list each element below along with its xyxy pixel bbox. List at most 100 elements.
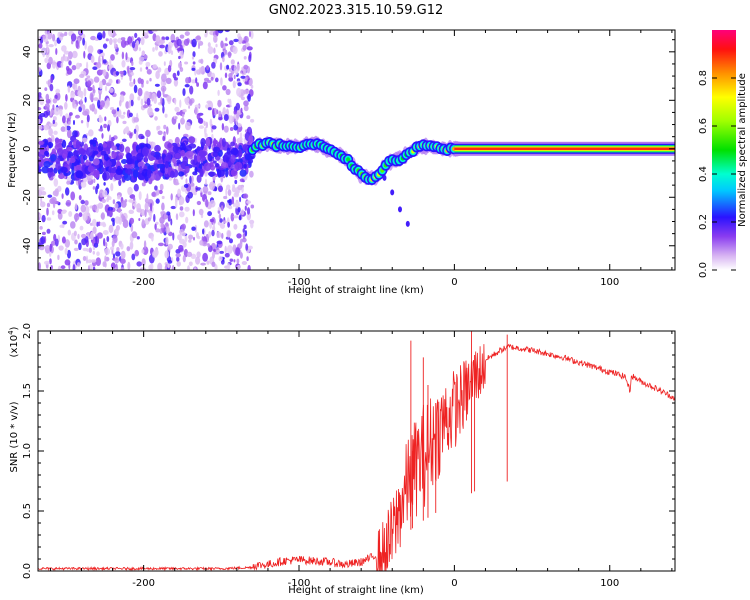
spectrogram-band-cell: [225, 157, 229, 163]
spectrogram-noise-cell: [227, 189, 232, 197]
spectrogram-noise-cell: [190, 253, 197, 259]
spectrogram-noise-cell: [93, 178, 96, 184]
spectrogram-noise-cell: [109, 38, 113, 45]
spectrogram-noise-cell: [223, 220, 227, 224]
spectrogram-noise-cell: [141, 218, 145, 226]
spectrogram-noise-cell: [90, 35, 96, 41]
spectrogram-band-cell: [55, 138, 62, 148]
spectrogram-noise-cell: [246, 46, 253, 51]
spectrogram-noise-cell: [208, 231, 212, 238]
spectrogram-noise-cell: [146, 69, 152, 75]
spectrogram-noise-cell: [74, 239, 78, 245]
spectrogram-noise-cell: [205, 104, 210, 109]
spectrogram-y-tick-label: 40: [22, 45, 33, 58]
spectrogram-noise-cell: [127, 36, 133, 45]
spectrogram-band-cell: [206, 137, 211, 147]
spectrogram-noise-cell: [182, 241, 187, 248]
spectrogram-band-cell: [230, 154, 236, 164]
spectrogram-noise-cell: [90, 231, 94, 241]
spectrogram-noise-cell: [140, 78, 144, 85]
spectrogram-noise-cell: [238, 214, 242, 221]
spectrogram-band-cell: [125, 146, 131, 154]
spectrogram-noise-cell: [129, 217, 135, 225]
spectrogram-noise-cell: [184, 234, 188, 243]
spectrogram-noise-cell: [53, 178, 59, 187]
spectrogram-noise-cell: [95, 235, 98, 245]
spectrogram-branch-cell: [405, 220, 410, 227]
spectrogram-band-cell: [48, 172, 56, 177]
figure-title: GN02.2023.315.10.59.G12: [269, 3, 444, 18]
spectrogram-noise-cell: [145, 129, 151, 138]
spectrogram-noise-cell: [129, 132, 133, 139]
spectrogram-noise-cell: [82, 212, 88, 222]
spectrogram-noise-cell: [77, 90, 83, 97]
spectrogram-noise-cell: [141, 50, 146, 57]
spectrogram-band-cell: [89, 139, 97, 145]
spectrogram-noise-cell: [215, 77, 219, 83]
spectrogram-noise-cell: [115, 51, 119, 55]
spectrogram-noise-cell: [152, 64, 158, 69]
spectrogram-noise-cell: [234, 188, 240, 196]
spectrogram-noise-cell: [234, 201, 240, 209]
spectrogram-noise-cell: [77, 233, 80, 240]
spectrogram-noise-cell: [38, 125, 43, 130]
spectrogram-noise-cell: [189, 175, 192, 184]
spectrogram-noise-cell: [69, 112, 73, 116]
spectrogram-band-cell: [156, 163, 164, 169]
spectrogram-band-cell: [105, 160, 113, 167]
spectrogram-noise-cell: [44, 87, 48, 91]
spectrogram-band-cell: [82, 155, 88, 161]
spectrogram-noise-cell: [199, 240, 204, 246]
spectrogram-branch-cell: [398, 206, 402, 213]
spectrogram-noise-cell: [245, 76, 248, 82]
spectrogram-x-tick-label: 0: [451, 277, 457, 288]
spectrogram-noise-cell: [181, 113, 185, 118]
spectrogram-noise-cell: [48, 128, 53, 136]
spectrogram-noise-cell: [83, 88, 87, 97]
spectrogram-noise-cell: [92, 250, 96, 255]
spectrogram-noise-cell: [146, 193, 149, 203]
spectrogram-noise-cell: [66, 68, 73, 75]
spectrogram-noise-cell: [137, 87, 143, 97]
spectrogram-noise-cell: [80, 199, 85, 205]
spectrogram-noise-cell: [206, 80, 212, 83]
spectrogram-noise-cell: [53, 233, 57, 242]
spectrogram-noise-cell: [218, 213, 222, 220]
spectrogram-band-cell: [230, 141, 236, 147]
spectrogram-noise-cell: [129, 67, 136, 71]
spectrogram-noise-cell: [174, 97, 177, 105]
spectrogram-noise-cell: [120, 114, 125, 119]
spectrogram-noise-cell: [206, 100, 212, 105]
spectrogram-noise-cell: [146, 199, 153, 203]
spectrogram-noise-cell: [90, 259, 97, 263]
spectrogram-noise-cell: [76, 262, 81, 267]
spectrogram-band-cell: [69, 157, 76, 163]
spectrogram-noise-cell: [175, 213, 179, 221]
spectrogram-noise-cell: [211, 125, 217, 130]
spectrogram-noise-cell: [61, 236, 66, 244]
spectrogram-noise-cell: [48, 44, 54, 48]
spectrogram-noise-cell: [131, 61, 134, 66]
spectrogram-noise-cell: [246, 200, 252, 204]
spectrogram-band-cell: [197, 146, 203, 152]
spectrogram-noise-cell: [48, 123, 55, 127]
spectrogram-noise-cell: [219, 62, 223, 71]
spectrogram-y-tick-label: -20: [22, 189, 33, 205]
spectrogram-noise-cell: [67, 229, 72, 236]
spectrogram-noise-cell: [161, 195, 165, 200]
spectrogram-noise-cell: [170, 205, 176, 210]
snr-y-multiplier: (x104): [7, 326, 20, 357]
spectrogram-noise-cell: [240, 107, 243, 114]
spectrogram-noise-cell: [110, 246, 115, 251]
spectrogram-noise-cell: [158, 189, 163, 195]
spectrogram-noise-cell: [93, 97, 99, 101]
spectrogram-noise-cell: [153, 96, 157, 104]
spectrogram-noise-cell: [242, 228, 245, 233]
spectrogram-noise-cell: [218, 185, 223, 193]
spectrogram-noise-cell: [50, 75, 54, 84]
spectrogram-branch-cell: [390, 189, 395, 196]
spectrogram-band-cell: [71, 162, 75, 171]
spectrogram-noise-cell: [218, 255, 223, 262]
spectrogram-noise-cell: [154, 45, 159, 51]
spectrogram-noise-cell: [86, 114, 90, 123]
